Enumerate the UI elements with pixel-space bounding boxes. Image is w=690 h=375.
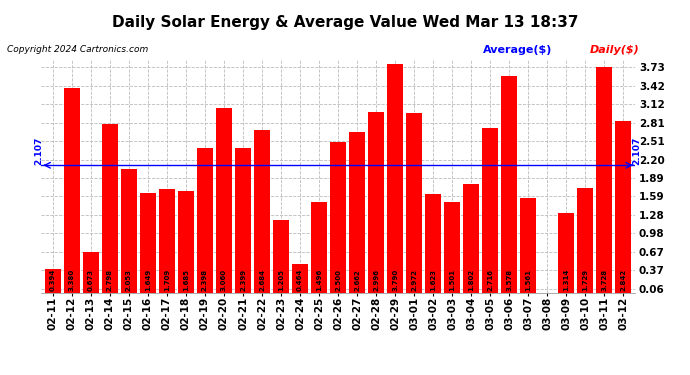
Text: 2.716: 2.716 xyxy=(487,269,493,291)
Text: Average($): Average($) xyxy=(483,45,553,55)
Bar xyxy=(425,195,442,292)
Text: 2.684: 2.684 xyxy=(259,269,265,291)
Bar xyxy=(121,168,137,292)
Text: 2.972: 2.972 xyxy=(411,269,417,291)
Text: 2.399: 2.399 xyxy=(240,269,246,291)
Bar xyxy=(330,141,346,292)
Bar xyxy=(387,64,403,292)
Text: 0.464: 0.464 xyxy=(297,269,303,291)
Bar xyxy=(520,198,536,292)
Text: 1.496: 1.496 xyxy=(316,269,322,291)
Text: 2.398: 2.398 xyxy=(202,269,208,291)
Text: 2.662: 2.662 xyxy=(354,270,360,291)
Text: Daily Solar Energy & Average Value Wed Mar 13 18:37: Daily Solar Energy & Average Value Wed M… xyxy=(112,15,578,30)
Bar xyxy=(83,252,99,292)
Text: 2.500: 2.500 xyxy=(335,269,341,291)
Text: 3.578: 3.578 xyxy=(506,269,512,291)
Bar xyxy=(140,193,156,292)
Text: 2.842: 2.842 xyxy=(620,269,627,291)
Bar xyxy=(615,121,631,292)
Text: 3.380: 3.380 xyxy=(69,269,75,291)
Bar xyxy=(178,191,194,292)
Text: 0.673: 0.673 xyxy=(88,269,94,291)
Bar xyxy=(311,202,327,292)
Bar xyxy=(482,129,498,292)
Text: 2.996: 2.996 xyxy=(373,269,379,291)
Bar xyxy=(444,202,460,292)
Bar xyxy=(406,113,422,292)
Text: Copyright 2024 Cartronics.com: Copyright 2024 Cartronics.com xyxy=(7,45,148,54)
Bar xyxy=(501,76,518,292)
Text: 1.649: 1.649 xyxy=(145,269,151,291)
Text: 3.790: 3.790 xyxy=(392,269,398,291)
Bar xyxy=(596,68,613,292)
Text: 1.729: 1.729 xyxy=(582,269,589,291)
Bar xyxy=(45,269,61,292)
Text: 3.060: 3.060 xyxy=(221,269,227,291)
Text: 1.709: 1.709 xyxy=(164,269,170,291)
Bar xyxy=(292,264,308,292)
Bar xyxy=(197,148,213,292)
Bar xyxy=(558,213,574,292)
Bar xyxy=(273,220,289,292)
Bar xyxy=(349,132,365,292)
Text: 1.314: 1.314 xyxy=(563,269,569,291)
Bar xyxy=(578,188,593,292)
Text: 1.205: 1.205 xyxy=(278,269,284,291)
Text: 0.394: 0.394 xyxy=(50,269,56,291)
Text: Daily($): Daily($) xyxy=(590,45,640,55)
Text: 1.501: 1.501 xyxy=(449,269,455,291)
Text: 1.685: 1.685 xyxy=(183,269,189,291)
Bar xyxy=(463,184,480,292)
Bar xyxy=(216,108,232,292)
Text: 2.053: 2.053 xyxy=(126,269,132,291)
Text: 3.728: 3.728 xyxy=(602,269,607,291)
Text: 1.623: 1.623 xyxy=(430,269,436,291)
Text: 2.107: 2.107 xyxy=(633,137,642,165)
Bar xyxy=(368,112,384,292)
Bar xyxy=(63,88,80,292)
Bar xyxy=(159,189,175,292)
Text: 2.107: 2.107 xyxy=(34,137,43,165)
Bar xyxy=(235,148,251,292)
Text: 1.561: 1.561 xyxy=(525,269,531,291)
Bar xyxy=(102,123,118,292)
Bar xyxy=(254,130,270,292)
Text: 2.798: 2.798 xyxy=(107,269,113,291)
Text: 1.802: 1.802 xyxy=(469,269,474,291)
